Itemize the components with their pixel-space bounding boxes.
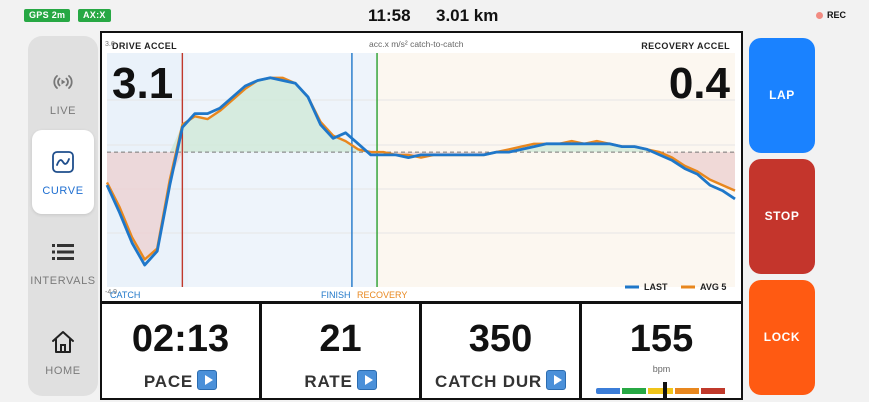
legend-last-label: LAST [644,282,668,292]
recovery-accel-title: RECOVERY ACCEL [641,41,730,51]
curve-icon [52,151,74,173]
hr-zone-5 [700,388,726,394]
y-max-tick: 3.6 [105,41,115,48]
broadcast-icon [53,75,73,89]
last-series-line [105,76,736,267]
heart-rate-unit: bpm [652,364,671,374]
catch-dur-label: CATCH DUR [435,372,542,391]
hr-zone-3 [648,388,673,394]
hr-zone-4 [674,388,699,394]
stop-button[interactable]: STOP [749,159,815,274]
pace-tile[interactable]: 02:13 PACE [100,302,261,400]
heart-rate-tile[interactable]: 155 bpm [580,302,743,400]
hr-zone-marker [663,382,668,398]
sidebar: LIVE CURVE INTERVALS HOME [28,36,98,396]
drive-accel-title: DRIVE ACCEL [112,41,177,51]
curve-svg: DRIVE ACCEL acc.x m/s² catch-to-catch RE… [105,39,736,300]
pace-label: PACE [143,372,194,391]
nav-live[interactable]: LIVE [32,50,94,134]
list-icon [52,244,74,260]
play-icon[interactable] [356,370,377,390]
nav-label: HOME [45,365,81,377]
negative-area [107,152,735,260]
rate-label: RATE [304,372,353,391]
status-bar: GPS 2m AX:X 11:58 3.01 km REC [0,0,869,30]
lock-button[interactable]: LOCK [749,280,815,395]
finish-label: FINISH [321,290,351,300]
hr-zone-1 [596,388,621,394]
pace-value: 02:13 [131,318,230,360]
pace-label-row: PACE [102,370,259,392]
rate-value: 21 [319,318,362,360]
nav-intervals[interactable]: INTERVALS [30,220,95,304]
catch-dur-value: 350 [468,318,533,360]
legend-avg-label: AVG 5 [700,282,726,292]
catch-dur-label-row: CATCH DUR [422,370,579,392]
recovery-phase-region [378,53,735,287]
accel-curve-chart: DRIVE ACCEL acc.x m/s² catch-to-catch RE… [100,31,743,303]
heart-rate-value: 155 [629,318,694,360]
distance: 3.01 km [436,6,499,25]
gps-badge: GPS 2m [24,9,71,22]
y-min-tick: -4.9 [105,289,117,296]
nav-label: LIVE [49,105,77,117]
recovery-label: RECOVERY [357,290,407,300]
nav-label: CURVE [42,185,84,197]
clock: 11:58 [368,6,411,25]
chart-subtitle: acc.x m/s² catch-to-catch [369,39,464,49]
rec-label: REC [827,10,847,20]
home-icon [52,331,74,353]
nav-curve[interactable]: CURVE [32,130,94,214]
hr-zone-bar [596,388,727,394]
hr-zone-2 [622,388,647,394]
drive-accel-value: 3.1 [112,59,173,108]
positive-area [107,77,735,153]
play-icon[interactable] [197,370,218,390]
play-icon[interactable] [545,370,566,390]
nav-home[interactable]: HOME [32,310,94,394]
rate-label-row: RATE [262,370,419,392]
rec-indicator-icon [816,12,823,19]
lap-button[interactable]: LAP [749,38,815,153]
rate-tile[interactable]: 21 RATE [260,302,421,400]
catch-dur-tile[interactable]: 350 CATCH DUR [420,302,581,400]
axis-badge: AX:X [78,9,111,22]
catch-label: CATCH [110,290,140,300]
nav-label: INTERVALS [30,275,96,287]
recovery-accel-value: 0.4 [669,59,731,108]
